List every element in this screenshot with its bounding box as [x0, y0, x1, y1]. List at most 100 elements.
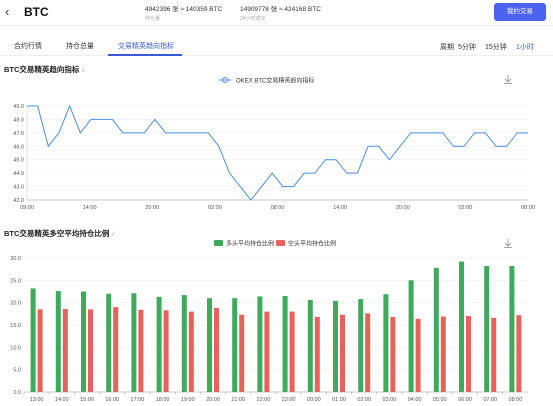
active-tab-indicator — [108, 54, 182, 56]
back-chevron-icon[interactable]: ‹ — [5, 4, 10, 19]
short-ratio-bar — [62, 308, 68, 392]
long-ratio-bar — [207, 298, 212, 392]
volume-24h-stat: 14909778 张 ≈ 424168 BTC 24小时成交 — [240, 3, 321, 22]
long-ratio-bar — [358, 299, 364, 392]
info-icon[interactable]: i — [82, 68, 84, 74]
line-y-tick-label: 44.0 — [13, 171, 24, 177]
bar-x-tick-label: 15:00 — [80, 397, 94, 403]
chart1-section-title: BTC交易精英趋向指标 i — [4, 64, 84, 75]
short-ratio-bar — [264, 311, 270, 392]
bar-legend-long[interactable]: 多头平均持仓比例 — [214, 240, 274, 248]
bar-x-tick-label: 13:00 — [30, 397, 44, 403]
long-ratio-bar — [30, 288, 36, 392]
short-ratio-bar — [188, 311, 194, 392]
line-y-tick-label: 42.0 — [13, 198, 24, 204]
trade-button[interactable]: 我约交易 — [494, 3, 546, 21]
period-label: 周期 — [440, 44, 454, 51]
line-x-tick-label: 02:00 — [458, 205, 472, 211]
download-icon[interactable] — [504, 75, 512, 84]
legend-line-label: OKEX BTC交易精英趋向指标 — [236, 77, 314, 85]
bar-x-tick-label: 05:00 — [433, 397, 447, 403]
download-icon[interactable] — [504, 239, 512, 248]
tab-open-interest[interactable]: 持仓总量 — [66, 43, 94, 50]
line-x-tick-label: 02:00 — [208, 205, 222, 211]
legend-long-swatch — [214, 240, 223, 246]
long-ratio-bar — [307, 299, 313, 392]
bar-y-tick-label: 15.0 — [10, 323, 21, 329]
bar-grid — [24, 257, 528, 393]
bar-x-tick-label: 08:00 — [509, 397, 523, 403]
bar-x-tick-label: 03:00 — [383, 397, 397, 403]
legend-short-label: 空头平均持仓比例 — [288, 240, 336, 248]
line-x-tick-label: 09:00 — [20, 205, 34, 211]
open-interest-value: 4942396 张 ≈ 140359 BTC — [145, 6, 223, 13]
period-1hour[interactable]: 1小时 — [516, 44, 534, 51]
short-ratio-bar — [491, 317, 497, 392]
bar-x-tick-label: 17:00 — [131, 397, 145, 403]
short-ratio-bar — [138, 309, 144, 392]
legend-short-swatch — [276, 240, 285, 246]
long-ratio-bar — [181, 295, 187, 392]
short-ratio-bar — [466, 316, 471, 392]
open-interest-label: 持仓量 — [145, 16, 161, 22]
long-ratio-bar — [106, 293, 112, 392]
volume-24h-label: 24小时成交 — [240, 16, 266, 22]
long-ratio-bar — [131, 293, 137, 392]
bar-x-tick-label: 07:00 — [483, 397, 497, 403]
chart2-title-text: BTC交易精英多空平均持仓比例 — [4, 229, 110, 238]
line-x-tick-label: 08:00 — [271, 205, 285, 211]
legend-long-label: 多头平均持仓比例 — [226, 240, 274, 248]
line-x-tick-label: 20:00 — [396, 205, 410, 211]
bar-y-tick-label: 30.0 — [10, 256, 21, 262]
bar-y-tick-label: 10.0 — [10, 345, 21, 351]
short-ratio-bar — [163, 310, 169, 392]
top-bar: ‹ BTC 4942396 张 ≈ 140359 BTC 持仓量 1490977… — [0, 0, 553, 26]
long-ratio-bar — [81, 291, 86, 392]
volume-24h-value: 14909778 张 ≈ 424168 BTC — [240, 6, 321, 13]
bar-x-tick-label: 14:00 — [55, 397, 69, 403]
long-ratio-bar — [484, 266, 490, 392]
line-y-tick-label: 49.0 — [13, 104, 24, 110]
bar-legend-short[interactable]: 空头平均持仓比例 — [276, 240, 336, 248]
line-series — [26, 104, 529, 201]
tab-elite-indicator[interactable]: 交易精英趋向指标 — [118, 43, 174, 50]
long-ratio-bar — [156, 296, 162, 392]
bar-y-tick-label: 20.0 — [10, 301, 21, 307]
open-interest-stat: 4942396 张 ≈ 140359 BTC 持仓量 — [145, 3, 222, 22]
tab-market[interactable]: 合约行情 — [14, 43, 42, 50]
line-y-tick-label: 48.0 — [13, 117, 24, 123]
line-x-tick-label: 14:00 — [333, 205, 347, 211]
line-legend[interactable]: OKEX BTC交易精英趋向指标 — [219, 77, 314, 85]
line-chart: OKEX BTC交易精英趋向指标 49.0 48.0 47.0 46.0 45.0 44.… — [13, 75, 535, 211]
short-ratio-bar — [340, 314, 345, 392]
long-ratio-bar — [282, 295, 288, 392]
bar-x-tick-label: 16:00 — [105, 397, 119, 403]
bar-x-tick-label: 19:00 — [181, 397, 195, 403]
long-ratio-bar — [257, 296, 263, 392]
line-x-axis: 09:00 14:00 20:00 02:00 08:00 14:00 20:00 02:00… — [20, 205, 535, 211]
chart1-title-text: BTC交易精英趋向指标 — [4, 65, 80, 74]
long-ratio-bar — [232, 298, 238, 392]
short-ratio-bar — [415, 318, 421, 392]
line-y-tick-label: 43.0 — [13, 185, 24, 191]
bar-x-tick-label: 06:00 — [458, 397, 472, 403]
long-ratio-bar — [333, 300, 338, 392]
bar-x-tick-label: 00:00 — [307, 397, 321, 403]
line-x-tick-label: 20:00 — [145, 205, 159, 211]
bar-x-tick-label: 20:00 — [206, 397, 220, 403]
long-ratio-bar — [55, 291, 61, 392]
bar-chart: 多头平均持仓比例 空头平均持仓比例 30.0 25.0 20.0 15.0 10.0 5.… — [10, 239, 528, 403]
bar-x-tick-label: 23:00 — [282, 397, 296, 403]
long-ratio-bar — [509, 266, 515, 392]
line-grid — [26, 105, 528, 201]
bar-y-axis: 30.0 25.0 20.0 15.0 10.0 5.0 0.0 — [10, 256, 21, 396]
info-icon[interactable]: i — [112, 232, 114, 238]
bar-x-tick-label: 22:00 — [257, 397, 271, 403]
period-5min[interactable]: 5分钟 — [458, 44, 476, 51]
short-ratio-bar — [239, 314, 245, 392]
short-ratio-bar — [314, 316, 320, 392]
period-15min[interactable]: 15分钟 — [485, 44, 507, 51]
line-y-tick-label: 47.0 — [13, 131, 24, 137]
tab-bar: 合约行情 持仓总量 交易精英趋向指标 周期 5分钟 15分钟 1小时 — [0, 36, 553, 56]
short-ratio-bar — [289, 311, 295, 392]
